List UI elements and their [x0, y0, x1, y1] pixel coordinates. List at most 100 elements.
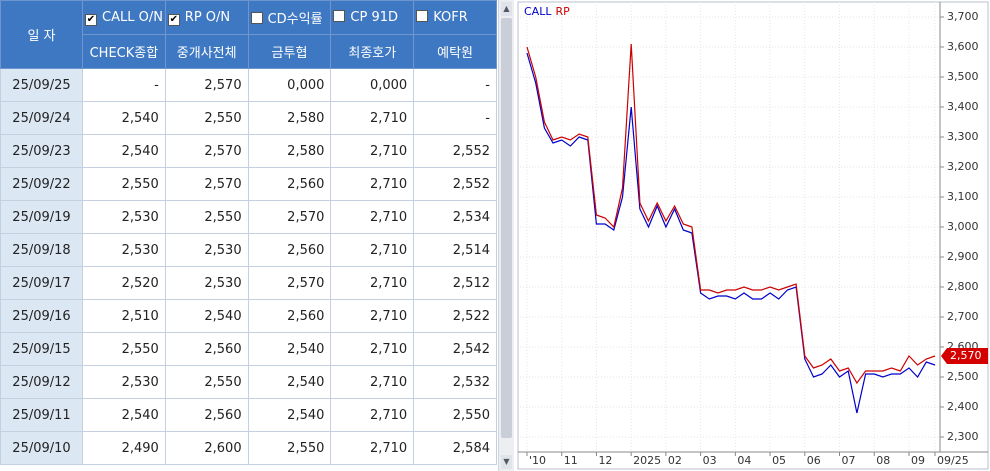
value-cell: 2,514 — [413, 233, 497, 267]
y-tick-label: 3,300 — [947, 130, 979, 143]
y-tick-label: 2,400 — [947, 400, 979, 413]
value-cell: 2,540 — [82, 134, 166, 168]
table-header: 일 자 ✔ CALL O/N ✔ RP O/N CD수익률 CP 91D KOFR CHECK종… — [0, 0, 497, 69]
table-row[interactable]: 25/09/22 2,550 2,570 2,560 2,710 2,552 — [0, 167, 497, 201]
column-source: 최종호가 — [330, 34, 415, 69]
value-cell: 2,710 — [330, 200, 415, 234]
value-cell: 2,540 — [247, 365, 332, 399]
table-row[interactable]: 25/09/19 2,530 2,550 2,570 2,710 2,534 — [0, 200, 497, 234]
y-tick-label: 3,700 — [947, 10, 979, 23]
x-tick-label: 08 — [876, 454, 890, 467]
table-row[interactable]: 25/09/17 2,520 2,530 2,570 2,710 2,512 — [0, 266, 497, 300]
checkbox[interactable] — [333, 10, 346, 22]
table-row[interactable]: 25/09/16 2,510 2,540 2,560 2,710 2,522 — [0, 299, 497, 333]
x-tick-label: 06 — [807, 454, 821, 467]
scroll-up[interactable]: ▲ — [501, 2, 512, 16]
last-value-marker — [941, 348, 988, 364]
date-cell: 25/09/15 — [0, 332, 83, 366]
table-row[interactable]: 25/09/11 2,540 2,560 2,540 2,710 2,550 — [0, 398, 497, 432]
value-cell: 2,710 — [330, 365, 415, 399]
y-tick-label: 2,700 — [947, 310, 979, 323]
y-tick-label: 2,800 — [947, 280, 979, 293]
x-tick-label: 11 — [564, 454, 578, 467]
date-cell: 25/09/23 — [0, 134, 83, 168]
checkbox[interactable] — [250, 12, 263, 24]
value-cell: 2,600 — [164, 431, 249, 465]
value-cell: 2,534 — [413, 200, 497, 234]
value-cell: 2,540 — [82, 398, 166, 432]
y-tick-label: 2,300 — [947, 430, 979, 443]
value-cell: 2,710 — [330, 299, 415, 333]
x-tick-label: 07 — [842, 454, 856, 467]
date-cell: 25/09/17 — [0, 266, 83, 300]
value-cell: 2,710 — [330, 398, 415, 432]
checkbox[interactable]: ✔ — [167, 13, 180, 26]
line-series — [526, 43, 936, 385]
value-cell: 2,710 — [330, 332, 415, 366]
date-cell: 25/09/22 — [0, 167, 83, 201]
date-cell: 25/09/24 — [0, 101, 83, 135]
column-header: CD수익률 — [247, 0, 332, 35]
value-cell: 2,570 — [247, 266, 332, 300]
x-tick-label: 09 — [911, 454, 925, 467]
value-cell: 2,542 — [413, 332, 497, 366]
date-cell: 25/09/10 — [0, 431, 83, 465]
y-tick-label: 3,500 — [947, 70, 979, 83]
value-cell: - — [413, 101, 497, 135]
line-series — [526, 52, 936, 414]
value-cell: 2,550 — [413, 398, 497, 432]
header-row: 일 자 ✔ CALL O/N ✔ RP O/N CD수익률 CP 91D KOFR — [0, 0, 497, 69]
column-header: CP 91D — [330, 0, 415, 35]
value-cell: 2,710 — [330, 134, 415, 168]
column-name: RP O/N — [184, 9, 231, 25]
date-cell: 25/09/19 — [0, 200, 83, 234]
table-row[interactable]: 25/09/10 2,490 2,600 2,550 2,710 2,584 — [0, 431, 497, 465]
legend-entry: CALL — [524, 5, 552, 18]
table-row[interactable]: 25/09/15 2,550 2,560 2,540 2,710 2,542 — [0, 332, 497, 366]
x-tick-label: 05 — [772, 454, 786, 467]
date-cell: 25/09/12 — [0, 365, 83, 399]
x-tick-label: '10 — [529, 454, 546, 467]
date-cell: 25/09/18 — [0, 233, 83, 267]
value-cell: 2,540 — [164, 299, 249, 333]
header-row: CHECK종합 중개사전체 금투협 최종호가 예탁원 — [1, 34, 497, 69]
column-name: CALL O/N — [102, 9, 163, 25]
value-cell: 2,550 — [82, 167, 166, 201]
table-row[interactable]: 25/09/25-2,570 0,000 0,000- — [0, 68, 497, 102]
value-cell: 2,552 — [413, 134, 497, 168]
checkbox[interactable] — [416, 10, 429, 22]
y-tick-label: 3,000 — [947, 220, 979, 233]
value-cell: 2,560 — [247, 299, 332, 333]
value-cell: 2,710 — [330, 101, 415, 135]
scroll-down[interactable]: ▼ — [501, 455, 512, 469]
table-row[interactable]: 25/09/12 2,530 2,550 2,540 2,710 2,532 — [0, 365, 497, 399]
x-tick-label: 2025 — [633, 454, 661, 467]
x-tick-label: 12 — [598, 454, 612, 467]
scroll-thumb[interactable] — [501, 18, 512, 438]
column-name: KOFR — [433, 10, 468, 25]
value-cell: 2,530 — [82, 365, 166, 399]
value-cell: 2,530 — [82, 200, 166, 234]
table-body: 25/09/25-2,570 0,000 0,000-25/09/24 2,540 2,… — [0, 68, 497, 465]
table-row[interactable]: 25/09/18 2,530 2,530 2,560 2,710 2,514 — [0, 233, 497, 267]
column-source: 금투협 — [247, 34, 332, 69]
y-tick-label: 3,100 — [947, 190, 979, 203]
value-cell: 2,710 — [330, 167, 415, 201]
x-tick-label: 03 — [703, 454, 717, 467]
y-tick-label: 3,400 — [947, 100, 979, 113]
value-cell: - — [82, 68, 166, 102]
table-row[interactable]: 25/09/24 2,540 2,550 2,580 2,710- — [0, 101, 497, 135]
value-cell: 2,490 — [82, 431, 166, 465]
value-cell: 2,570 — [247, 200, 332, 234]
value-cell: 2,532 — [413, 365, 497, 399]
table-row[interactable]: 25/09/23 2,540 2,570 2,580 2,710 2,552 — [0, 134, 497, 168]
value-cell: 2,550 — [164, 101, 249, 135]
value-cell: 2,584 — [413, 431, 497, 465]
value-cell: 2,580 — [247, 134, 332, 168]
value-cell: 2,560 — [247, 233, 332, 267]
checkbox[interactable]: ✔ — [85, 13, 97, 26]
value-cell: 2,510 — [82, 299, 166, 333]
scrollbar[interactable]: ▲ ▼ — [498, 0, 514, 471]
